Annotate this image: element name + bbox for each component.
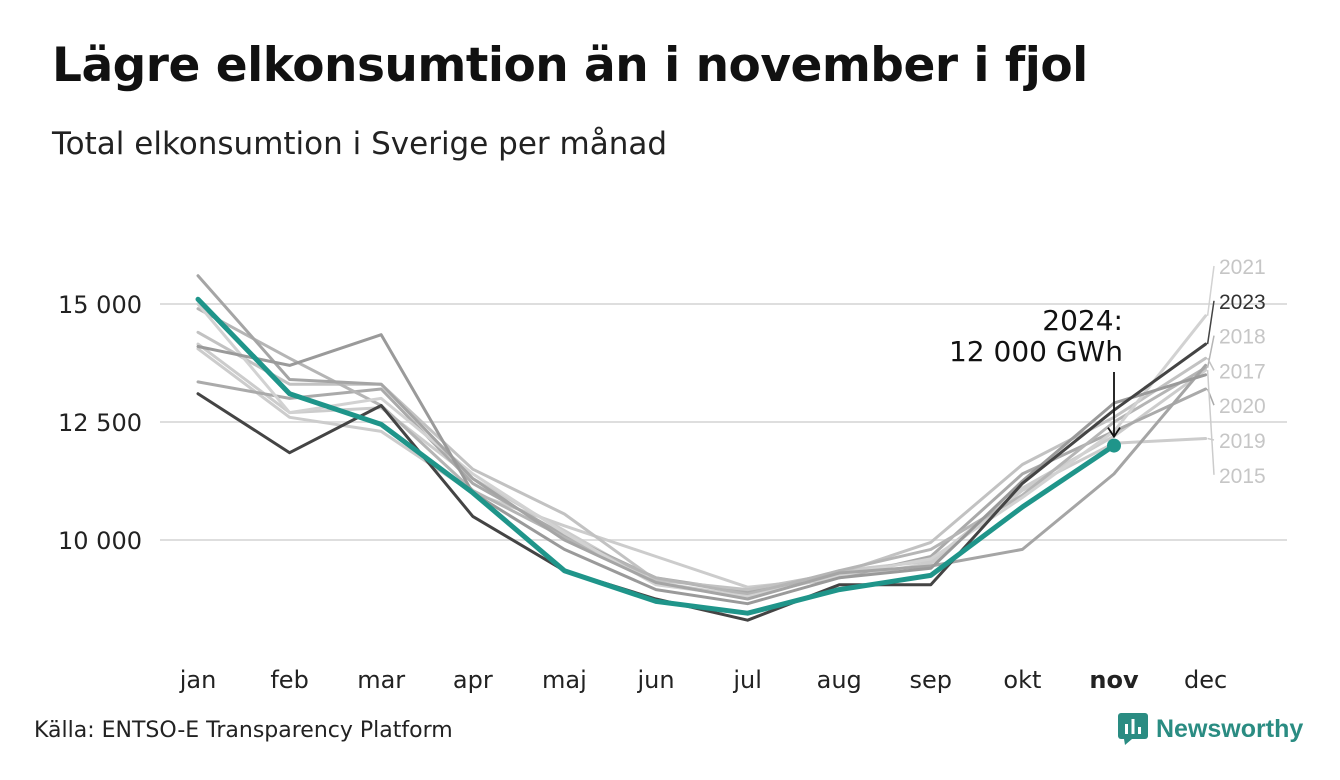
x-tick-label: aug — [817, 666, 862, 694]
label-leader — [1206, 357, 1215, 371]
highlight-point — [1107, 438, 1121, 453]
x-tick-label: okt — [1003, 666, 1041, 694]
series-label-2017: 2017 — [1219, 360, 1266, 383]
x-tick-label: dec — [1184, 666, 1227, 694]
series-label-2021: 2021 — [1219, 256, 1266, 279]
series-label-2020: 2020 — [1219, 395, 1266, 418]
x-tick-label: mar — [357, 666, 405, 694]
x-tick-label: jul — [732, 666, 762, 694]
line-chart: 10 000 12 500 15 000 jan feb mar apr maj jun jul… — [58, 256, 1287, 694]
x-tick-label: maj — [542, 666, 587, 694]
y-tick-label: 12 500 — [58, 409, 142, 437]
x-tick-label: apr — [453, 666, 493, 694]
chart-title: Lägre elkonsumtion än i november i fjol — [52, 38, 1088, 93]
x-tick-label: feb — [270, 666, 308, 694]
x-tick-label: jan — [179, 666, 217, 694]
series-line-2022 — [196, 333, 1208, 606]
chart-subtitle: Total elkonsumtion i Sverige per månad — [52, 126, 668, 162]
x-tick-label: sep — [910, 666, 953, 694]
series-line-2017 — [196, 330, 1208, 592]
y-axis-ticks: 10 000 12 500 15 000 — [58, 291, 142, 555]
brand-name: Newsworthy — [1156, 714, 1304, 743]
label-leader — [1206, 370, 1215, 475]
series-label-2018: 2018 — [1219, 326, 1266, 349]
annotation: 2024:12 000 GWh — [949, 304, 1123, 439]
label-leader — [1206, 335, 1215, 368]
label-leader — [1206, 265, 1215, 316]
series-label-2019: 2019 — [1219, 430, 1266, 453]
x-tick-label: nov — [1089, 666, 1139, 694]
series-label-2023: 2023 — [1219, 291, 1266, 314]
label-leader — [1206, 300, 1215, 345]
source-note: Källa: ENTSO-E Transparency Platform — [34, 718, 453, 743]
series-label-2015: 2015 — [1219, 465, 1266, 488]
x-tick-label: jun — [636, 666, 674, 694]
series-lines — [195, 274, 1208, 622]
brand-logo[interactable]: Newsworthy — [1118, 712, 1303, 746]
annotation-year: 2024: — [1042, 304, 1123, 337]
annotation-arrow-head — [1107, 427, 1121, 439]
series-line-2024 — [195, 296, 1117, 616]
annotation-value: 12 000 GWh — [949, 335, 1123, 368]
y-tick-label: 10 000 — [58, 527, 142, 555]
x-axis-ticks: jan feb mar apr maj jun jul aug sep okt nov dec — [179, 666, 1227, 694]
newsworthy-logo-icon — [1118, 713, 1148, 745]
label-leader — [1207, 437, 1215, 441]
series-labels: 2021 2023 2018 2017 2020 2019 2015 — [1206, 256, 1266, 488]
series-line-2018 — [196, 307, 1208, 596]
series-line-2016 — [196, 274, 1208, 601]
y-tick-label: 15 000 — [58, 291, 142, 319]
